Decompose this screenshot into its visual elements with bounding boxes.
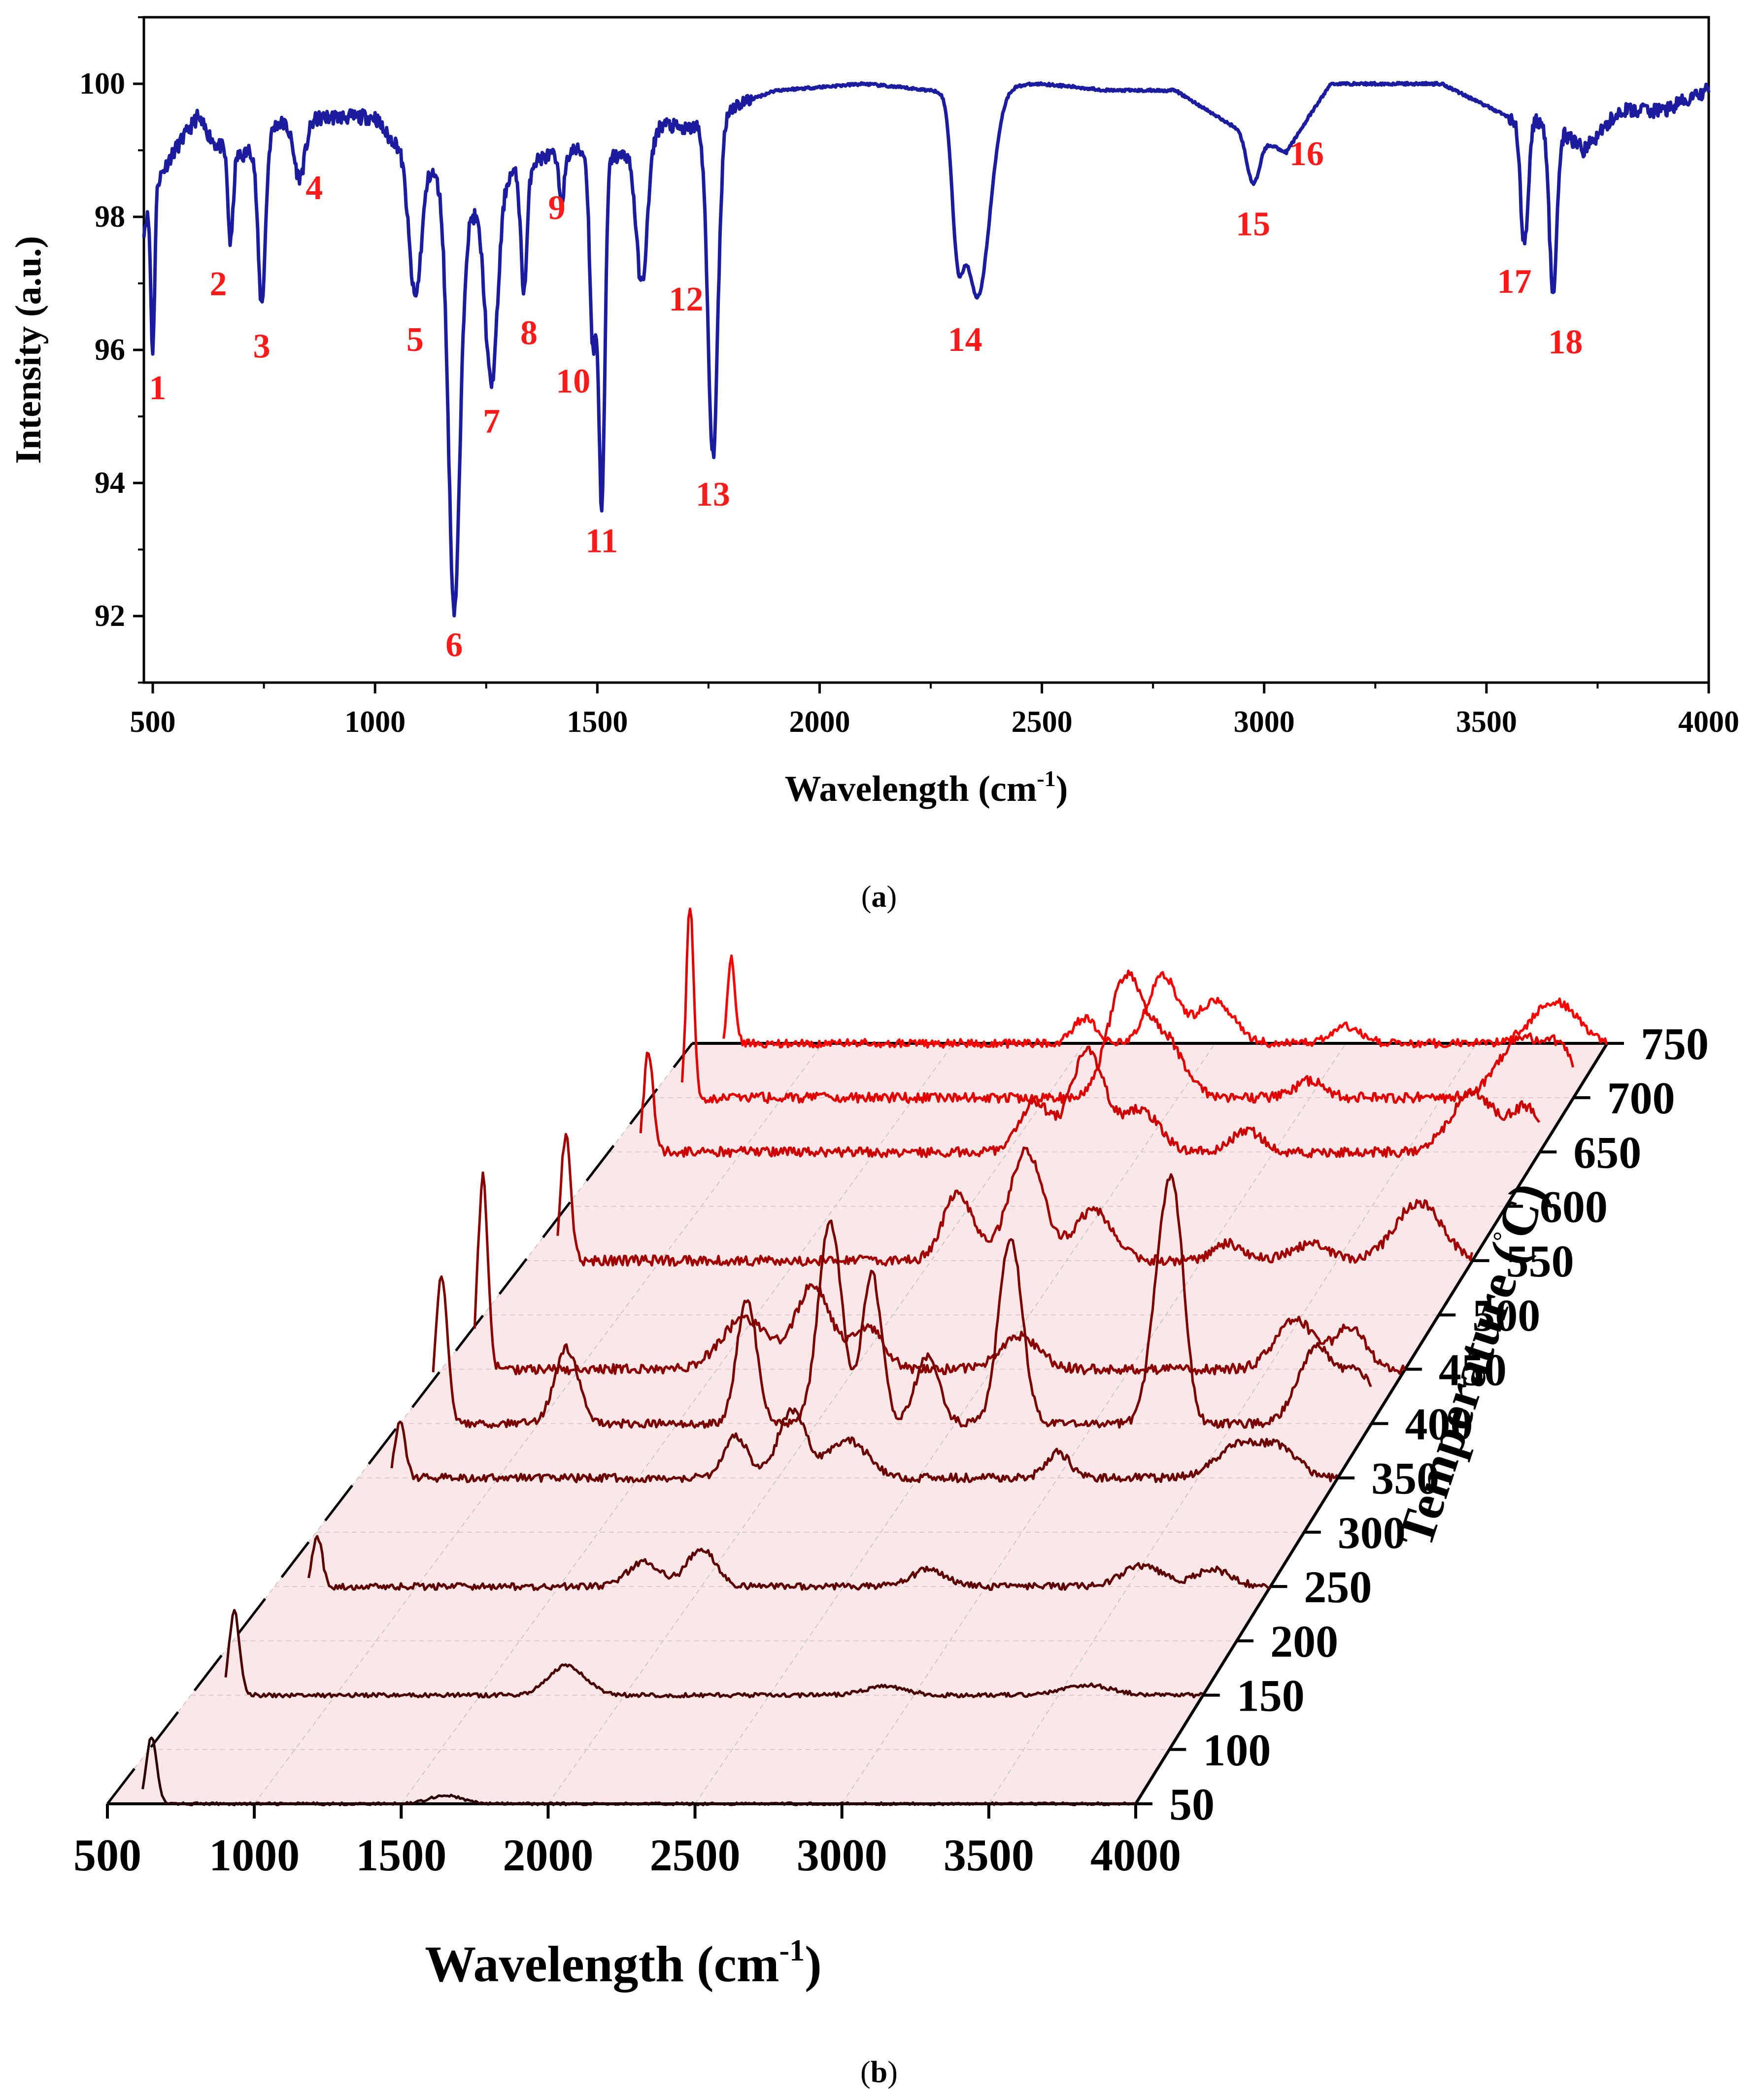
panel-a-ir-spectrum: 500 1000 1500 2000 2500 3000 3500 4000929496981…	[8, 16, 1739, 914]
peak-label-2: 2	[209, 265, 227, 303]
y-tick-label: 98	[95, 200, 125, 234]
b-temp-tick-label: 250	[1304, 1562, 1372, 1612]
ir-spectrum-line	[142, 80, 1711, 618]
floor-grid-x	[547, 1043, 1085, 1804]
peak-label-6: 6	[445, 626, 463, 664]
floor-grid-x	[401, 1043, 954, 1804]
b-temp-tick-label: 550	[1506, 1236, 1574, 1286]
x-tick-label: 1500	[567, 705, 628, 739]
panel-b-temperature-waterfall: 500 1000 1500 2000 2500 3000 3500 4000 50100150…	[73, 907, 1709, 2089]
x-tick-label: 2500	[1012, 705, 1073, 739]
peak-label-15: 15	[1236, 206, 1270, 243]
y-tick-label: 92	[95, 599, 125, 633]
waterfall-series	[141, 907, 1608, 1806]
b-x-tick-label: 4000	[1090, 1830, 1181, 1880]
series-550C	[556, 1133, 1473, 1267]
b-temp-tick-label: 500	[1472, 1290, 1540, 1341]
x-tick-label: 4000	[1678, 705, 1739, 739]
series-750C	[722, 954, 1608, 1049]
plot-b-temperature-ticks: 5010015020025030035040045050055060065070…	[1136, 1019, 1709, 1829]
b-temp-tick-label: 700	[1607, 1073, 1675, 1123]
b-temp-tick-label: 150	[1237, 1671, 1305, 1721]
peak-label-1: 1	[149, 369, 167, 407]
b-x-tick-label: 1000	[209, 1830, 300, 1880]
peak-label-10: 10	[556, 363, 590, 401]
peak-label-3: 3	[253, 328, 270, 366]
b-x-tick-label: 1500	[356, 1830, 446, 1880]
floor-grid-x	[694, 1043, 1216, 1804]
y-tick-label: 100	[79, 67, 125, 101]
floor-grid-x	[254, 1043, 824, 1804]
b-temp-tick-label: 650	[1573, 1127, 1641, 1177]
series-50C	[141, 1736, 1136, 1806]
series-650C	[639, 1045, 1541, 1159]
b-x-tick-label: 3500	[944, 1830, 1034, 1880]
series-350C	[390, 1407, 1339, 1483]
x-tick-label: 3000	[1234, 705, 1295, 739]
b-temp-tick-label: 450	[1439, 1344, 1507, 1395]
peak-label-11: 11	[585, 522, 618, 560]
b-temp-tick-label: 600	[1540, 1182, 1608, 1232]
plot-b-x-ticks: 500 1000 1500 2000 2500 3000 3500 4000	[73, 1804, 1181, 1880]
peak-label-16: 16	[1289, 135, 1324, 173]
series-250C	[307, 1535, 1270, 1591]
peak-label-5: 5	[406, 321, 424, 359]
peak-label-7: 7	[483, 403, 500, 441]
series-700C	[680, 907, 1575, 1104]
left-edge	[106, 1042, 693, 1805]
series-400C	[432, 1173, 1372, 1429]
plot-b-x-axis-title: Wavelength (cm-1)	[425, 1934, 822, 1993]
b-x-tick-label: 2500	[650, 1830, 741, 1880]
peak-label-14: 14	[948, 321, 982, 359]
peak-label-12: 12	[669, 280, 704, 318]
peak-label-9: 9	[548, 189, 566, 227]
plot-a-frame	[142, 16, 1710, 684]
b-temp-tick-label: 400	[1405, 1399, 1473, 1449]
b-x-tick-label: 3000	[797, 1830, 887, 1880]
plot-a-ticks: 500 1000 1500 2000 2500 3000 3500 4000929496981…	[79, 16, 1739, 739]
caption-b: (b)	[860, 2056, 898, 2089]
series-450C	[473, 1171, 1406, 1376]
peak-label-4: 4	[305, 169, 323, 207]
b-x-tick-label: 500	[73, 1830, 141, 1880]
b-temp-tick-label: 50	[1169, 1779, 1215, 1829]
plot-a-x-axis-title: Wavelength (cm-1)	[785, 766, 1068, 809]
peak-label-13: 13	[696, 476, 730, 514]
b-temp-tick-label: 350	[1371, 1453, 1439, 1504]
series-150C	[224, 1609, 1203, 1699]
x-tick-label: 2000	[789, 705, 850, 739]
x-tick-label: 1000	[344, 705, 406, 739]
peak-label-8: 8	[520, 314, 538, 352]
plot-a-y-axis-title: Intensity (a.u.)	[8, 236, 49, 464]
b-x-tick-label: 2000	[503, 1830, 593, 1880]
caption-a: (a)	[861, 880, 897, 914]
b-temp-tick-label: 750	[1641, 1019, 1709, 1069]
peak-label-17: 17	[1497, 263, 1532, 301]
b-temp-tick-label: 300	[1338, 1508, 1406, 1558]
y-tick-label: 96	[95, 333, 125, 367]
b-temp-tick-label: 200	[1270, 1616, 1338, 1666]
x-tick-label: 500	[130, 705, 176, 739]
b-temp-tick-label: 100	[1203, 1725, 1271, 1775]
peak-label-18: 18	[1548, 323, 1583, 361]
floor-plane	[107, 1043, 1607, 1804]
y-tick-label: 94	[95, 466, 125, 500]
x-tick-label: 3500	[1456, 705, 1517, 739]
